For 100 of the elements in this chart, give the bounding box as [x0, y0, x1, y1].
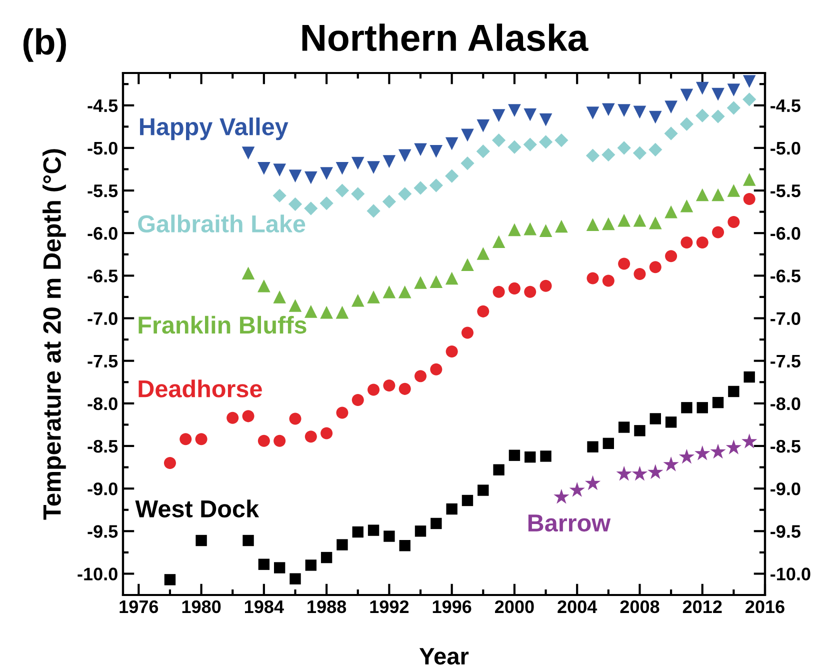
y-tick-label: -8.5: [88, 440, 118, 453]
point: [445, 272, 458, 285]
point: [524, 286, 536, 298]
point: [539, 113, 552, 126]
point: [664, 100, 678, 114]
point: [602, 274, 614, 287]
point: [336, 162, 349, 175]
point: [368, 524, 380, 536]
point: [461, 128, 474, 142]
point: [383, 380, 396, 392]
y2-tick-label: -7.0: [770, 312, 800, 325]
point: [336, 306, 349, 319]
point: [164, 574, 176, 586]
point: [710, 444, 726, 459]
point: [414, 526, 426, 537]
point: [634, 268, 646, 280]
point: [696, 402, 708, 414]
point: [540, 280, 552, 292]
point: [586, 218, 600, 231]
text: (b): [23, 28, 66, 62]
point: [351, 187, 365, 201]
point: [336, 539, 348, 550]
y-tick-label: -6.0: [88, 227, 118, 240]
point: [696, 188, 709, 202]
point: [445, 169, 459, 183]
point: [461, 258, 474, 271]
point: [618, 214, 630, 227]
point: [681, 402, 692, 414]
point: [462, 494, 474, 506]
point: [414, 276, 427, 289]
point: [602, 148, 616, 162]
point: [696, 236, 708, 248]
point: [288, 197, 302, 211]
y-tick-label: -8.0: [88, 397, 118, 410]
point: [430, 363, 442, 376]
point: [650, 413, 661, 424]
point: [586, 148, 600, 162]
point: [540, 450, 552, 462]
y2-tick-label: -10.0: [770, 568, 810, 580]
y2-tick-label: -6.0: [770, 227, 800, 240]
x-tick-label: 1976: [120, 600, 158, 614]
point: [414, 181, 428, 195]
point: [694, 445, 710, 460]
y-axis-title: Temperature at 20 m Depth (°C): [42, 149, 66, 520]
point: [367, 290, 380, 304]
point: [712, 396, 724, 408]
x-tick-label: 1992: [370, 600, 409, 614]
point: [180, 433, 192, 446]
point: [274, 434, 286, 447]
point: [602, 217, 615, 230]
x-tick-label: 2000: [495, 600, 534, 614]
point: [195, 433, 208, 446]
point: [508, 104, 521, 117]
point: [289, 412, 302, 425]
point: [680, 236, 693, 248]
x-tick-label: 1984: [244, 600, 284, 614]
point: [351, 294, 364, 307]
point: [586, 106, 600, 120]
point: [554, 488, 570, 504]
point: [335, 184, 350, 198]
point: [744, 371, 755, 383]
point: [508, 450, 520, 461]
point: [648, 110, 662, 124]
point: [478, 484, 489, 496]
point: [429, 178, 443, 192]
point: [649, 261, 662, 274]
series-label: Barrow: [528, 514, 611, 532]
point: [665, 250, 678, 262]
point: [696, 108, 710, 122]
point: [320, 167, 333, 180]
point: [446, 345, 458, 358]
point: [616, 466, 632, 481]
point: [274, 562, 286, 574]
point: [476, 247, 490, 260]
y2-tick-label: -8.5: [770, 440, 800, 453]
point: [664, 126, 678, 140]
point: [632, 146, 647, 160]
point: [430, 144, 443, 158]
point: [508, 223, 521, 236]
point: [727, 84, 740, 96]
point: [351, 156, 364, 170]
x-tick-label: 1988: [308, 600, 346, 614]
point: [726, 439, 742, 454]
point: [728, 216, 740, 228]
point: [304, 430, 317, 443]
point: [712, 188, 724, 202]
point: [226, 412, 239, 424]
point: [272, 188, 286, 202]
point: [742, 92, 756, 106]
point: [648, 216, 662, 230]
point: [602, 103, 615, 116]
point: [320, 552, 332, 564]
point: [523, 138, 537, 152]
point: [742, 434, 758, 448]
point: [430, 275, 443, 288]
point: [398, 382, 411, 395]
x-tick-label: 1996: [432, 600, 472, 614]
x-tick-label: 2004: [558, 600, 598, 614]
point: [539, 224, 552, 237]
point: [476, 119, 490, 132]
